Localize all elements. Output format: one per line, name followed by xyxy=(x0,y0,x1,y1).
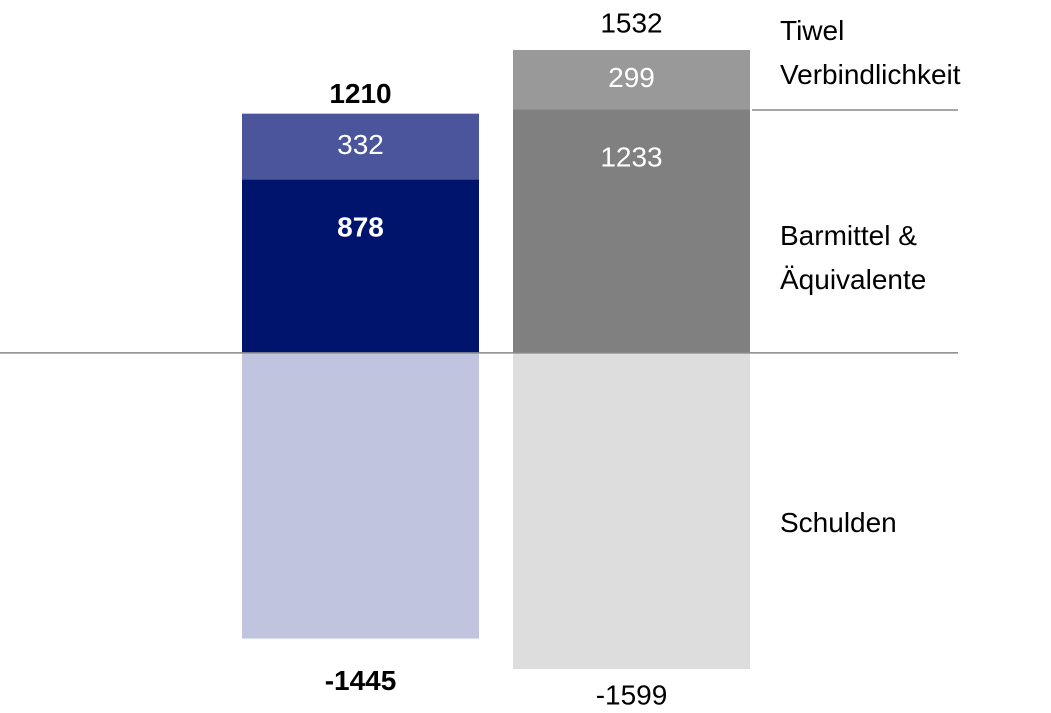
data-label: 878 xyxy=(337,212,384,243)
legend-label: Tiwel Verbindlichkeit xyxy=(780,15,961,90)
data-label: 1233 xyxy=(600,142,662,173)
bar-segment xyxy=(242,352,479,639)
data-label: -1445 xyxy=(325,665,397,696)
bar-segment xyxy=(513,109,750,353)
total-label: 1532 xyxy=(600,7,662,38)
legend-label: Schulden xyxy=(780,507,897,538)
bar-segment xyxy=(513,352,750,669)
bar-segment xyxy=(242,179,479,353)
data-label: 332 xyxy=(337,129,384,160)
bar-segment xyxy=(513,50,750,110)
data-label: 299 xyxy=(608,62,655,93)
total-label: 1210 xyxy=(329,78,391,109)
data-label: -1599 xyxy=(596,679,668,710)
bar-segment xyxy=(242,113,479,180)
legend-label: Barmittel & Äquivalente xyxy=(780,220,926,295)
